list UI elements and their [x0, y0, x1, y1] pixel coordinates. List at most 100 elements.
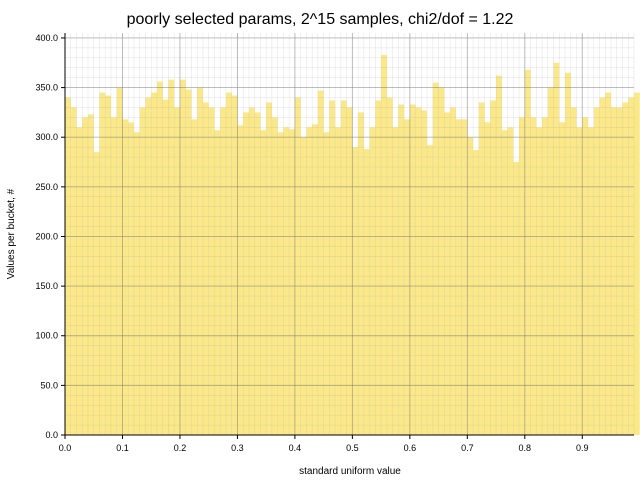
histogram-bar: [553, 62, 560, 436]
x-tick-label: 0.3: [231, 443, 244, 453]
histogram-bar: [162, 99, 169, 436]
histogram-bar: [99, 92, 106, 436]
histogram-bar: [455, 119, 462, 435]
histogram-bar: [197, 87, 203, 435]
histogram-bar: [151, 92, 157, 436]
histogram-bar: [611, 107, 617, 435]
histogram-bar: [398, 104, 405, 435]
histogram-bar: [306, 127, 313, 435]
histogram-bar: [616, 107, 623, 435]
histogram-bar: [352, 147, 359, 436]
y-tick-label: 0.0: [45, 430, 58, 440]
histogram-bar: [519, 117, 525, 436]
histogram-bar: [565, 72, 571, 435]
histogram-bar: [317, 90, 324, 435]
histogram-bar: [237, 125, 244, 436]
histogram-bar: [461, 119, 468, 435]
histogram-bar: [381, 54, 387, 435]
y-tick-label: 200.0: [35, 231, 58, 241]
histogram-bar: [501, 130, 508, 435]
histogram-bar: [628, 97, 634, 435]
histogram-bar: [536, 127, 543, 435]
histogram-bar: [473, 150, 479, 436]
histogram-bar: [421, 110, 428, 435]
y-tick-label: 100.0: [35, 331, 58, 341]
histogram-bar: [70, 107, 77, 435]
histogram-bar: [220, 107, 226, 435]
x-tick-label: 0.7: [461, 443, 474, 453]
histogram-bar: [444, 112, 451, 435]
x-tick-label: 0.5: [346, 443, 359, 453]
histogram-bar: [133, 132, 140, 435]
histogram-bar: [622, 102, 629, 436]
histogram-bar: [513, 162, 520, 435]
histogram-bar: [191, 119, 198, 435]
histogram-bar: [432, 82, 439, 435]
histogram-bar: [363, 149, 370, 435]
histogram-bar: [358, 112, 364, 435]
histogram-bar: [225, 92, 232, 436]
histogram-bar: [490, 100, 497, 435]
histogram-bar: [254, 112, 261, 435]
histogram-bar: [450, 107, 456, 435]
y-tick-label: 300.0: [35, 132, 58, 142]
histogram-bar: [283, 127, 290, 435]
histogram-bar: [248, 107, 255, 435]
x-tick-label: 0.8: [519, 443, 532, 453]
histogram-bar: [582, 117, 589, 436]
x-axis-label: standard uniform value: [299, 466, 401, 477]
histogram-bar: [185, 89, 192, 436]
histogram-bar: [570, 107, 577, 435]
y-tick-label: 350.0: [35, 83, 58, 93]
histogram-bar: [312, 124, 318, 436]
axes-layer: 0.0 0.1 0.2 0.3 0.4 0.5 0.6 0.7 0.8 0.9 0.0 50.0 100…: [35, 33, 634, 453]
histogram-bar: [260, 130, 267, 435]
histogram-bar: [271, 117, 278, 436]
histogram-bar: [214, 130, 221, 435]
histogram-bar: [335, 127, 341, 435]
histogram-bar: [599, 97, 606, 435]
histogram-bar: [593, 107, 600, 435]
histogram-bar: [340, 100, 347, 435]
grid-layer: [64, 33, 635, 436]
histogram-bar: [542, 117, 548, 436]
histogram-bar: [266, 102, 272, 436]
histogram-bar: [329, 100, 336, 435]
histogram-bar: [93, 152, 100, 435]
histogram-bar: [404, 119, 410, 435]
y-tick-label: 50.0: [40, 380, 58, 390]
x-tick-label: 0.0: [59, 443, 72, 453]
y-tick-label: 150.0: [35, 281, 58, 291]
histogram-bar: [168, 79, 175, 435]
histogram-bar: [76, 127, 83, 435]
histogram-bar: [386, 97, 393, 435]
chart-title: poorly selected params, 2^15 samples, ch…: [127, 11, 514, 28]
histogram-bar: [392, 127, 399, 435]
histogram-bar: [243, 112, 249, 435]
histogram-bar: [478, 102, 485, 436]
histogram-bar: [559, 122, 566, 435]
histogram-bar: [87, 114, 94, 436]
x-tick-label: 0.1: [116, 443, 129, 453]
histogram-bar: [576, 127, 583, 435]
histogram-bar: [369, 127, 376, 435]
histogram-bar: [294, 97, 301, 435]
histogram-bar: [208, 107, 215, 435]
histogram-bar: [524, 69, 531, 436]
histogram-bar: [231, 95, 238, 436]
histogram-bar: [122, 119, 129, 435]
histogram-bar: [156, 81, 163, 436]
histogram-bar: [145, 97, 152, 435]
histogram-bar: [375, 100, 382, 435]
histogram-bar: [179, 79, 186, 435]
histogram-bar: [507, 127, 514, 435]
histogram-bar: [588, 127, 594, 435]
histogram-bar: [484, 122, 491, 435]
histogram-bar: [128, 122, 134, 435]
histogram-bar: [605, 92, 612, 436]
histogram-bar: [289, 129, 295, 435]
histogram-bar: [202, 102, 209, 436]
histogram-bar: [547, 87, 554, 435]
histogram-bar: [634, 92, 640, 436]
